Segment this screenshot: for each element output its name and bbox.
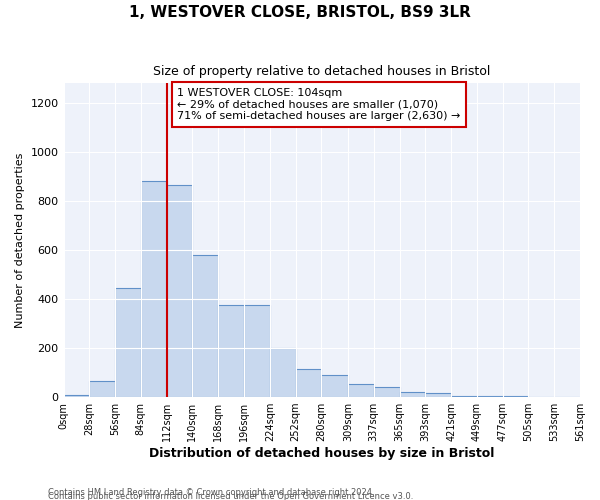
Bar (115, 288, 141, 397)
Bar (425, 394, 451, 397)
Bar (64, 394, 89, 397)
Title: Size of property relative to detached houses in Bristol: Size of property relative to detached ho… (153, 65, 490, 78)
Bar (270, 348, 296, 397)
Bar (503, 396, 529, 397)
Bar (89, 381, 115, 397)
X-axis label: Distribution of detached houses by size in Bristol: Distribution of detached houses by size … (149, 447, 494, 460)
Bar (348, 384, 374, 397)
Bar (322, 375, 348, 397)
Bar (374, 388, 400, 397)
Bar (451, 396, 477, 397)
Bar (477, 396, 503, 397)
Bar (193, 255, 218, 397)
Bar (167, 185, 193, 397)
Bar (296, 369, 322, 397)
Text: Contains public sector information licensed under the Open Government Licence v3: Contains public sector information licen… (48, 492, 413, 500)
Bar (244, 305, 270, 397)
Text: Contains HM Land Registry data © Crown copyright and database right 2024.: Contains HM Land Registry data © Crown c… (48, 488, 374, 497)
Bar (141, 182, 167, 397)
Text: 1, WESTOVER CLOSE, BRISTOL, BS9 3LR: 1, WESTOVER CLOSE, BRISTOL, BS9 3LR (129, 5, 471, 20)
Y-axis label: Number of detached properties: Number of detached properties (15, 152, 25, 328)
Bar (400, 392, 425, 397)
Bar (218, 305, 244, 397)
Text: 1 WESTOVER CLOSE: 104sqm
← 29% of detached houses are smaller (1,070)
71% of sem: 1 WESTOVER CLOSE: 104sqm ← 29% of detach… (177, 88, 461, 121)
